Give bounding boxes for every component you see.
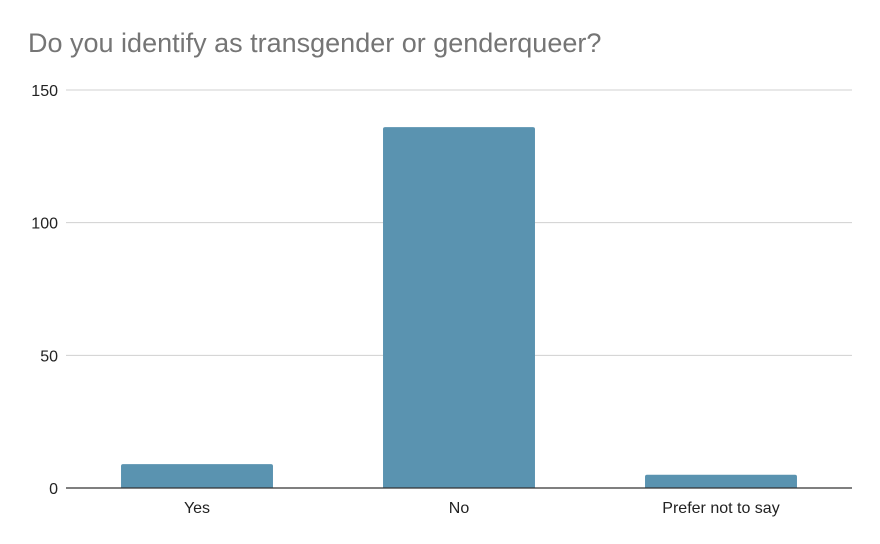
y-tick-label-50: 50 [40, 348, 58, 365]
bar-yes [121, 464, 273, 488]
bar-prefer-not-to-say [645, 474, 797, 488]
x-tick-label-yes: Yes [184, 500, 210, 517]
bar-no [383, 127, 535, 488]
y-tick-label-150: 150 [31, 83, 58, 100]
bars [121, 127, 797, 488]
tick-labels: 0 50 100 150 Yes No Prefer not to say [31, 83, 779, 517]
y-tick-label-100: 100 [31, 216, 58, 233]
chart-title: Do you identify as transgender or gender… [28, 28, 602, 58]
x-tick-label-no: No [449, 500, 470, 517]
x-tick-label-prefer-not-to-say: Prefer not to say [662, 500, 779, 517]
y-tick-label-0: 0 [49, 481, 58, 498]
